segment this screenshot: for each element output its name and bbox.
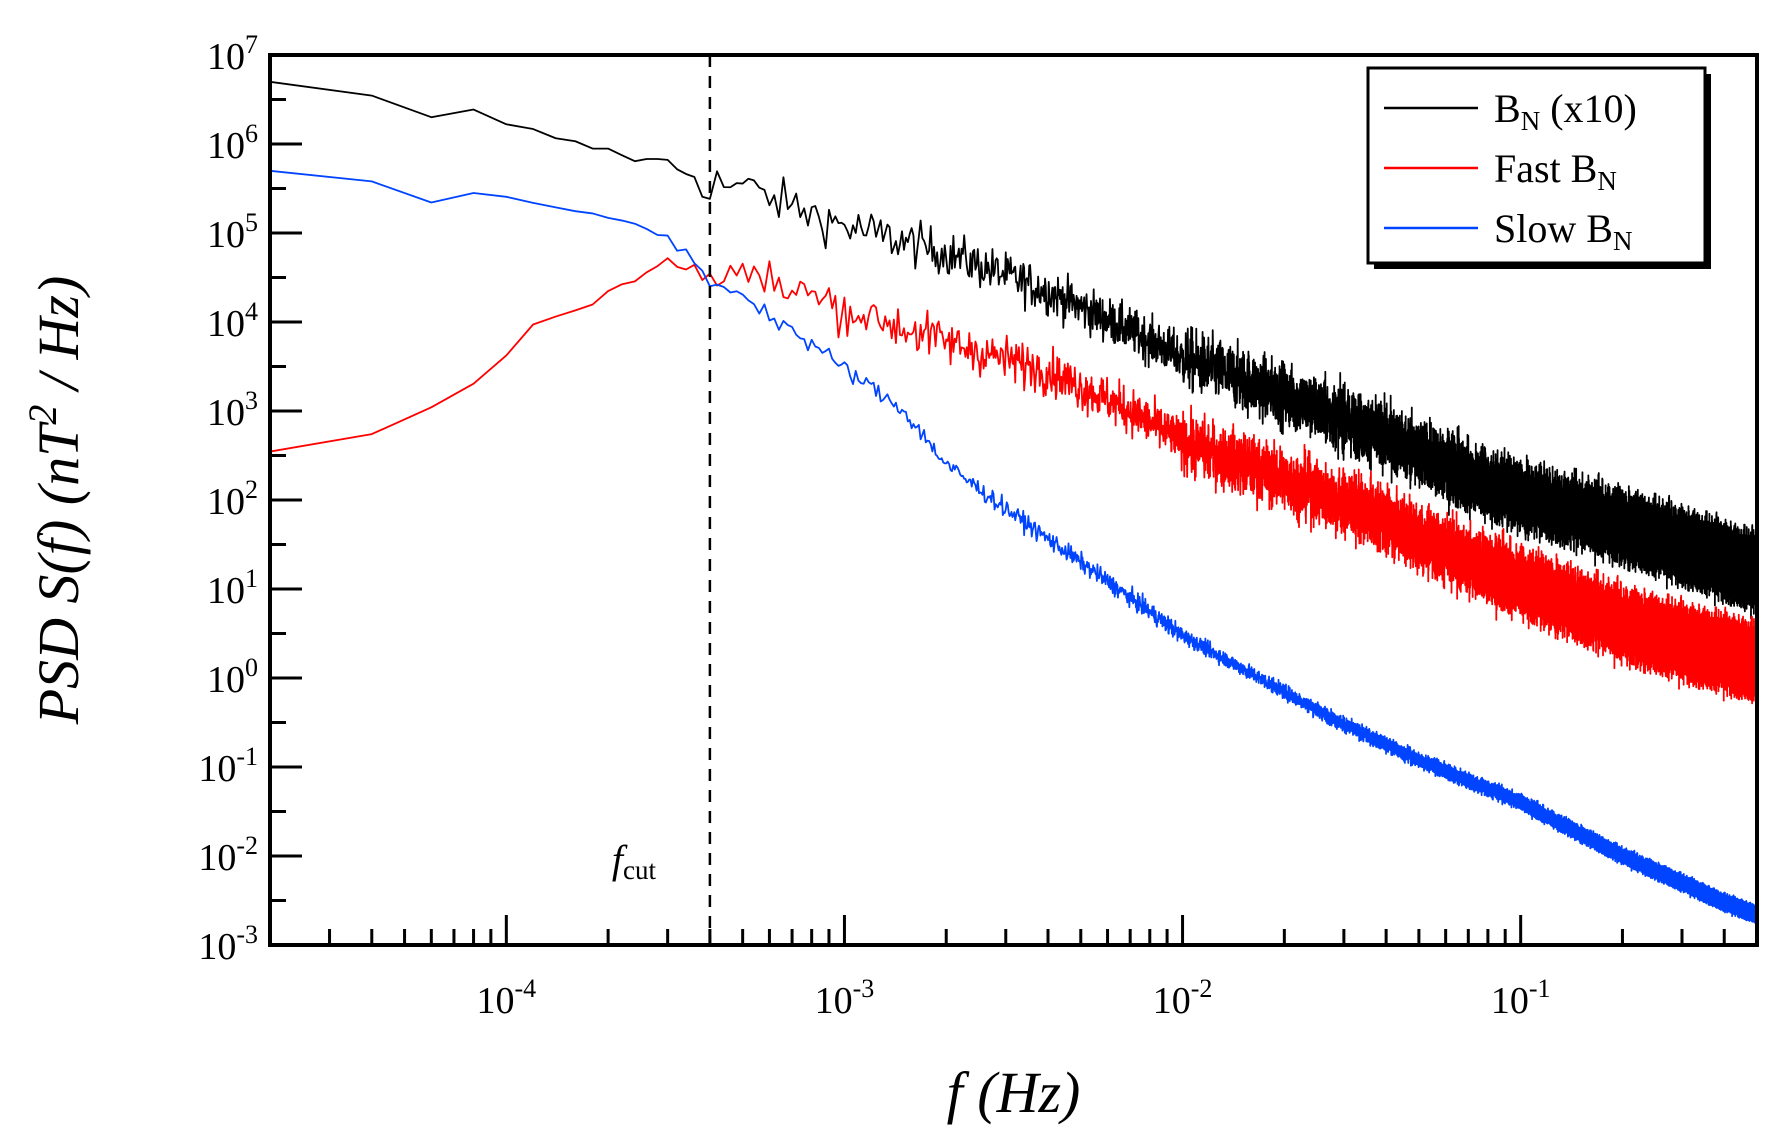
y-tick-label: 104 bbox=[207, 297, 258, 345]
y-tick-label: 101 bbox=[207, 564, 258, 612]
legend: BN (x10) Fast BN Slow BN bbox=[1366, 66, 1711, 269]
legend-box bbox=[1366, 66, 1707, 265]
y-tick-label: 107 bbox=[207, 30, 258, 78]
y-tick-label: 103 bbox=[207, 386, 258, 434]
y-tick-label: 102 bbox=[207, 475, 258, 523]
y-tick-label: 10-1 bbox=[198, 742, 258, 790]
y-axis-ticks bbox=[270, 53, 302, 947]
y-tick-label: 10-3 bbox=[198, 920, 258, 968]
y-axis-label: PSD S(f) (nT2 / Hz) bbox=[20, 276, 91, 726]
y-tick-label: 10-2 bbox=[198, 831, 258, 879]
y-tick-label: 105 bbox=[207, 208, 258, 256]
x-tick-label: 10-4 bbox=[476, 974, 536, 1022]
x-axis-ticks bbox=[268, 915, 1759, 945]
y-axis-tick-labels: 107 106 105 104 103 102 101 100 10-1 10-2 10-3 bbox=[198, 30, 258, 968]
x-tick-label: 10-2 bbox=[1153, 974, 1213, 1022]
series-line-slow bbox=[270, 169, 1757, 925]
series-line-bn bbox=[270, 80, 1757, 620]
y-tick-label: 106 bbox=[207, 119, 258, 167]
series-layer bbox=[270, 80, 1757, 925]
x-tick-label: 10-3 bbox=[815, 974, 875, 1022]
y-tick-label: 100 bbox=[207, 653, 258, 701]
series-line-fast bbox=[270, 257, 1757, 705]
legend-label-bn: BN (x10) bbox=[1494, 86, 1637, 136]
legend-label-fast: Fast BN bbox=[1494, 146, 1617, 196]
x-tick-label: 10-1 bbox=[1491, 974, 1551, 1022]
x-axis-tick-labels: 10-4 10-3 10-2 10-1 bbox=[476, 974, 1550, 1022]
x-axis-label: f (Hz) bbox=[947, 1060, 1081, 1125]
fcut-annotation: fcut bbox=[612, 837, 657, 885]
legend-label-slow: Slow BN bbox=[1494, 206, 1632, 256]
